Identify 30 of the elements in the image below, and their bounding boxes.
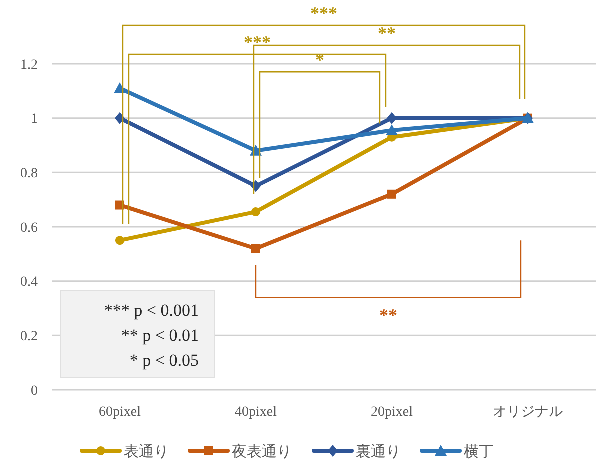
x-tick-label: オリジナル <box>493 405 563 420</box>
y-tick-label: 0.2 <box>20 330 38 345</box>
text: ** <box>378 24 396 44</box>
text: *** <box>310 3 338 24</box>
x-tick-label: 40pixel <box>235 405 278 420</box>
legend-label: 横丁 <box>464 443 494 460</box>
annotation: * p < 0.05 <box>130 351 199 370</box>
y-tick-label: 0.8 <box>20 166 38 182</box>
x-tick-label: 20pixel <box>371 405 414 420</box>
point <box>116 236 124 246</box>
point <box>114 82 126 94</box>
annotation: *** p < 0.001 <box>104 301 199 320</box>
x-tick-label: 60pixel <box>99 405 142 420</box>
legend-label: 夜表通り <box>232 443 292 460</box>
legend-label: 裏通り <box>356 443 401 460</box>
point <box>388 190 396 199</box>
annotation: ** p < 0.01 <box>121 326 199 345</box>
y-tick-label: 1 <box>31 112 38 128</box>
point <box>386 124 398 136</box>
point <box>252 208 260 217</box>
y-tick-label: 0.4 <box>20 275 38 290</box>
y-tick-label: 1.2 <box>20 58 38 73</box>
point <box>387 112 397 124</box>
legend-label: 表通り <box>124 443 169 460</box>
text: *** <box>244 32 271 52</box>
point <box>115 112 125 124</box>
y-tick-label: 0.6 <box>20 220 38 236</box>
point <box>252 244 260 254</box>
y-tick-label: 0 <box>31 384 38 399</box>
annotation: ** <box>380 306 398 326</box>
